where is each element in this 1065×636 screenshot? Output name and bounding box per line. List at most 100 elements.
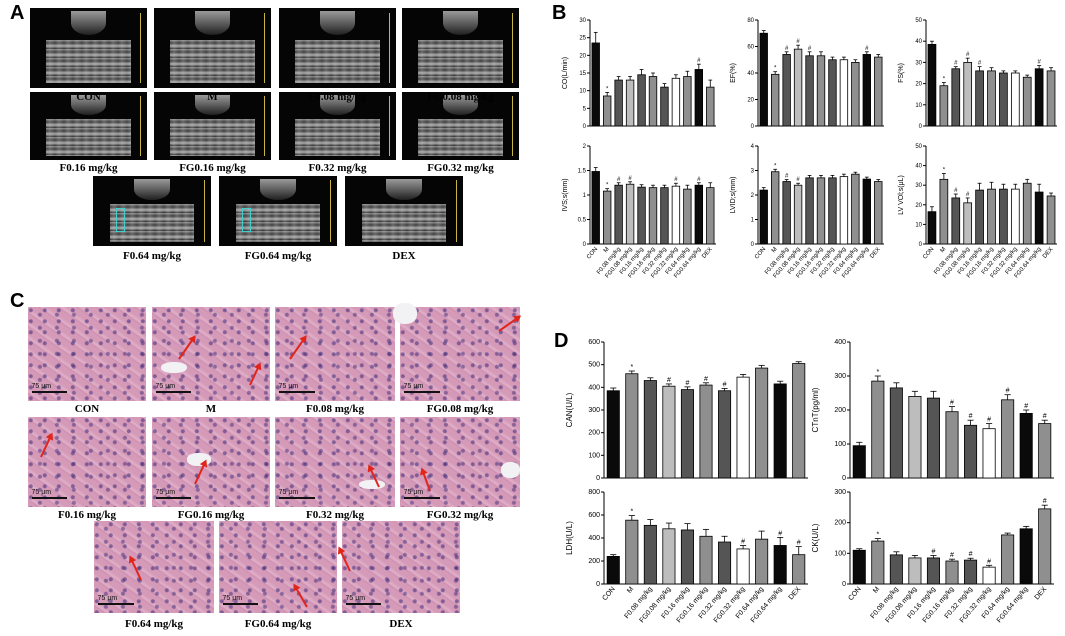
y-tick-label: 300 xyxy=(834,373,846,380)
bar xyxy=(1010,188,1020,245)
bar xyxy=(963,202,973,245)
bar xyxy=(999,72,1008,127)
bar xyxy=(1034,191,1044,245)
bar-chart-ctnt: 0 100 200 300 400 CTnT(pg/ml) * # # # # # # xyxy=(811,339,1054,482)
y-tick-label: 30 xyxy=(915,183,922,189)
bar xyxy=(625,519,639,585)
x-tick-label: CON xyxy=(601,586,616,602)
echo-caption: F0.08 mg/kg xyxy=(308,91,367,103)
bar xyxy=(603,190,612,245)
y-tick-label: 20 xyxy=(915,203,922,209)
y-tick-label: 15 xyxy=(579,71,586,77)
bar xyxy=(862,54,871,127)
bar xyxy=(874,56,883,127)
y-tick-label: 60 xyxy=(747,45,754,51)
y-tick-label: 80 xyxy=(747,18,754,24)
significance-mark: * xyxy=(943,77,946,83)
histo-caption: FG0.08 mg/kg xyxy=(426,403,494,415)
scale-label: 75 μm xyxy=(155,382,176,390)
echo-caption: F0.64 mg/kg xyxy=(122,250,182,262)
significance-mark: # xyxy=(932,548,936,555)
y-tick-label: 600 xyxy=(588,512,600,519)
bar xyxy=(706,86,715,127)
bar xyxy=(755,538,769,585)
bar xyxy=(625,79,635,127)
significance-mark: # xyxy=(797,540,801,547)
y-tick-label: 40 xyxy=(915,39,922,45)
histo-image-fg008: 75 μm xyxy=(392,303,520,401)
bar xyxy=(987,188,996,245)
bar xyxy=(1019,413,1033,479)
red-arrow-icon xyxy=(39,436,52,458)
bar xyxy=(839,176,849,245)
bar xyxy=(643,380,657,479)
bar xyxy=(637,74,646,127)
x-tick-label: DEX xyxy=(701,246,714,259)
red-arrow-icon xyxy=(248,366,260,386)
y-axis-label: CO(L/min) xyxy=(562,57,569,89)
bar xyxy=(643,524,657,585)
bar xyxy=(793,184,803,245)
significance-mark: # xyxy=(778,530,782,537)
scale-label: 75 μm xyxy=(155,489,176,497)
bar xyxy=(625,183,635,245)
scale-label: 75 μm xyxy=(345,594,366,602)
echo-image-fg008 xyxy=(402,8,519,88)
bar xyxy=(660,86,669,127)
y-tick-label: 0 xyxy=(842,475,846,482)
echo-image-f032 xyxy=(279,92,396,160)
y-tick-label: 200 xyxy=(588,558,600,565)
bar xyxy=(603,95,612,127)
bar xyxy=(1001,399,1015,479)
histo-image-f032: 75 μm xyxy=(275,417,395,507)
bar-chart-ef: 0 20 40 60 80 EF(%) * # # # # xyxy=(730,18,884,130)
bar xyxy=(680,389,694,479)
significance-mark: # xyxy=(987,417,991,424)
bar xyxy=(1046,195,1056,245)
y-tick-label: 10 xyxy=(915,222,922,228)
bar xyxy=(699,384,713,479)
echo-caption: FG0.08 mg/kg xyxy=(427,91,494,103)
significance-mark: # xyxy=(1043,413,1047,420)
y-tick-label: 50 xyxy=(915,144,922,150)
scale-label: 75 μm xyxy=(403,489,424,497)
histo-image-fg016: 75 μm xyxy=(152,417,270,507)
bar xyxy=(1022,76,1032,127)
histo-caption: F0.64 mg/kg xyxy=(124,618,184,630)
histo-image-f016: 75 μm xyxy=(28,417,146,507)
red-arrow-icon xyxy=(194,463,206,485)
y-tick-label: 1.5 xyxy=(578,169,587,175)
y-tick-label: 30 xyxy=(915,60,922,66)
significance-mark: # xyxy=(1037,60,1041,66)
bar-chart-can: 0 100 200 300 400 500 600 CAN(U/L) * # # # # xyxy=(565,339,808,482)
y-tick-label: 400 xyxy=(588,535,600,542)
bar xyxy=(805,177,814,245)
bar xyxy=(662,385,676,479)
significance-mark: # xyxy=(674,177,678,183)
bar xyxy=(851,62,860,127)
y-tick-label: 5 xyxy=(583,106,587,112)
red-arrow-icon xyxy=(178,338,194,360)
bar xyxy=(871,380,885,479)
significance-mark: # xyxy=(796,39,800,45)
bar xyxy=(1019,528,1033,585)
echo-caption: M xyxy=(207,91,218,103)
x-tick-label: M xyxy=(872,586,881,595)
scale-label: 75 μm xyxy=(31,382,52,390)
significance-mark: # xyxy=(785,174,789,180)
histo-caption: CON xyxy=(74,403,100,415)
red-arrow-icon xyxy=(295,587,309,608)
bar xyxy=(1022,182,1032,245)
bar xyxy=(816,55,826,127)
y-axis-label: LVID;s(mm) xyxy=(730,177,737,214)
bar xyxy=(614,79,623,127)
bar xyxy=(718,541,732,585)
histo-image-dex: 75 μm xyxy=(339,521,460,613)
echo-caption: FG0.64 mg/kg xyxy=(244,250,312,262)
x-tick-label: M xyxy=(771,246,779,254)
significance-mark: * xyxy=(606,183,609,189)
bar xyxy=(908,396,922,479)
x-tick-label: M xyxy=(626,586,635,595)
